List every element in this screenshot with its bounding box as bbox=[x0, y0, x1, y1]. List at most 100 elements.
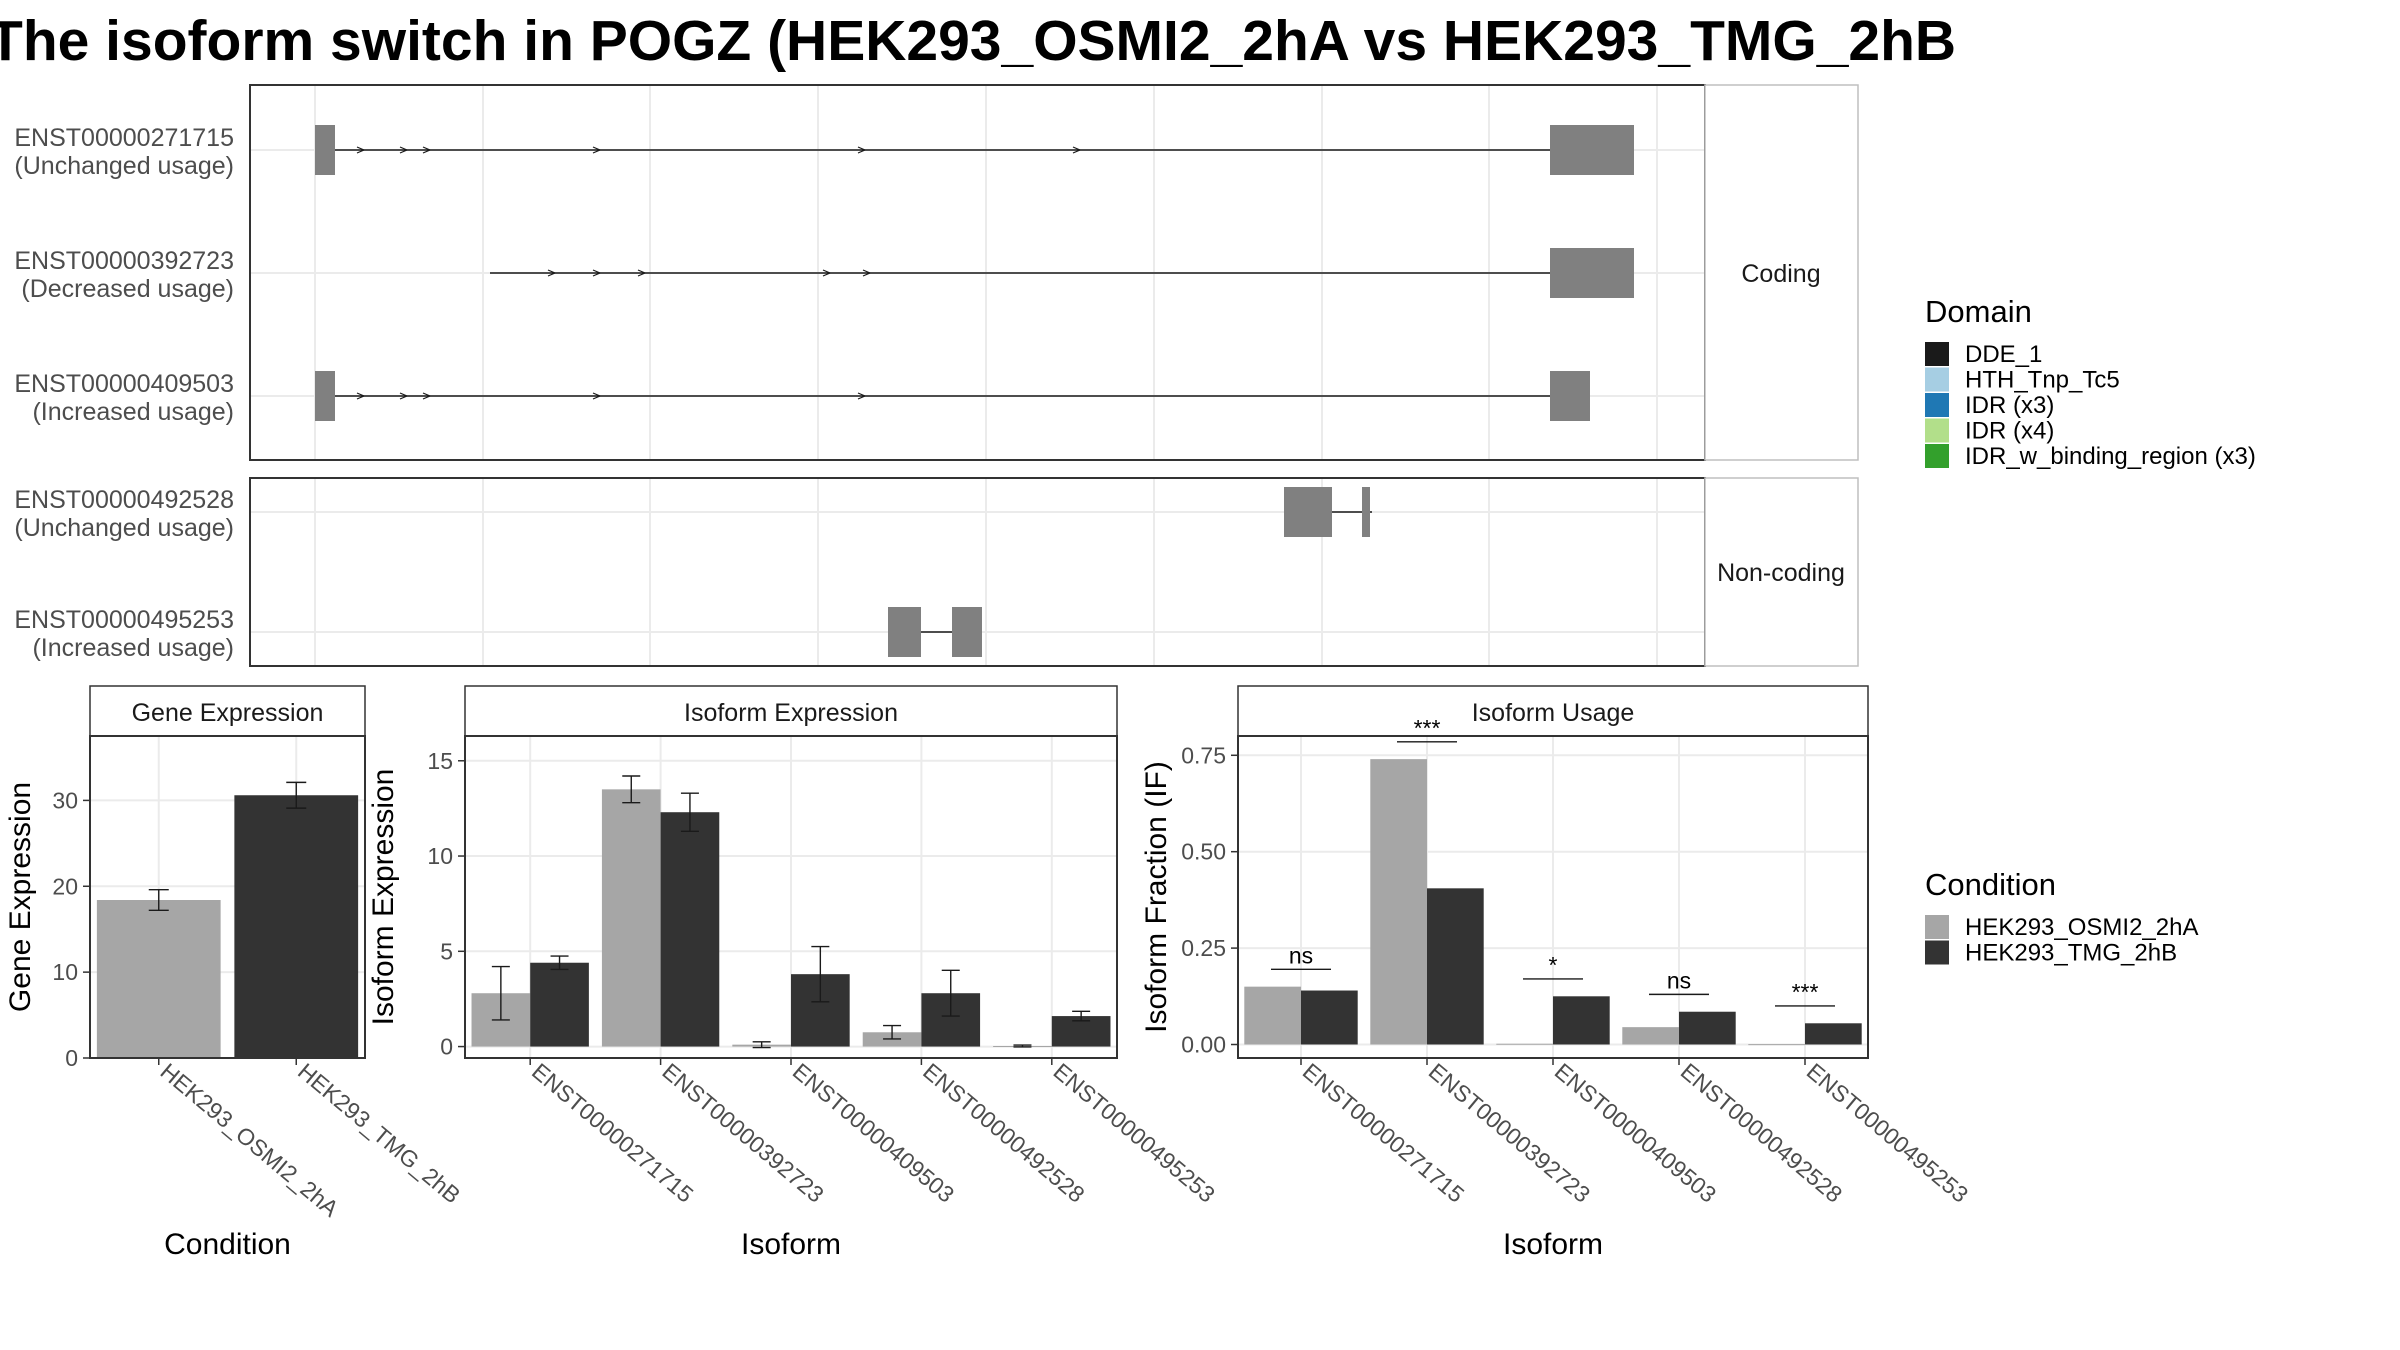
bar bbox=[1805, 1023, 1862, 1045]
condition-legend-swatch bbox=[1925, 915, 1949, 939]
bar bbox=[1748, 1044, 1805, 1046]
y-tick-label: 0 bbox=[65, 1045, 78, 1071]
strand-arrow bbox=[399, 146, 409, 154]
domain-legend-swatch bbox=[1925, 367, 1949, 392]
strand-arrow bbox=[422, 146, 432, 154]
domain-legend-label: DDE_1 bbox=[1965, 341, 2042, 368]
y-tick-label: 5 bbox=[440, 938, 453, 964]
exon bbox=[1550, 371, 1590, 421]
y-tick-label: 0.75 bbox=[1181, 742, 1226, 768]
strand-arrow bbox=[399, 392, 409, 400]
figure-title: The isoform switch in POGZ (HEK293_OSMI2… bbox=[0, 9, 1957, 73]
chart-strip bbox=[89, 685, 366, 737]
chart-title: Gene Expression bbox=[132, 699, 324, 727]
bar bbox=[96, 900, 221, 1058]
bar-chart-1: Isoform Expression051015ENST00000271715E… bbox=[367, 685, 1220, 1261]
bar-chart-0: Gene Expression0102030HEK293_OSMI2_2hAHE… bbox=[4, 685, 465, 1261]
bar bbox=[601, 789, 661, 1047]
noncoding-strip-label: Non-coding bbox=[1717, 559, 1845, 587]
chart-strip bbox=[1237, 685, 1869, 737]
y-tick-label: 0.50 bbox=[1181, 839, 1226, 865]
coding-strip bbox=[1704, 84, 1859, 461]
y-axis-label: Gene Expression bbox=[4, 782, 37, 1012]
strand-arrow bbox=[356, 146, 366, 154]
transcript-usage-label: (Increased usage) bbox=[32, 398, 234, 426]
y-axis-label: Isoform Fraction (IF) bbox=[1140, 761, 1173, 1033]
transcript-usage-label: (Unchanged usage) bbox=[14, 152, 234, 180]
condition-legend-title: Condition bbox=[1925, 867, 2056, 902]
exon bbox=[315, 125, 335, 175]
domain-legend-label: IDR_w_binding_region (x3) bbox=[1965, 443, 2256, 470]
y-tick-label: 0.25 bbox=[1181, 935, 1226, 961]
bar bbox=[530, 962, 589, 1047]
strand-arrow bbox=[857, 146, 867, 154]
transcript-structure-plot: CodingNon-codingENST00000271715(Unchange… bbox=[14, 84, 1859, 667]
transcript-id-label: ENST00000492528 bbox=[14, 486, 234, 514]
bar bbox=[660, 812, 720, 1047]
plot-border bbox=[89, 735, 366, 1059]
strand-arrow bbox=[862, 269, 872, 277]
transcript-id-label: ENST00000409503 bbox=[14, 370, 234, 398]
strand-arrow bbox=[822, 269, 832, 277]
strand-arrow bbox=[547, 269, 557, 277]
domain-legend-swatch bbox=[1925, 342, 1949, 366]
strand-arrow bbox=[356, 392, 366, 400]
x-axis-label: Condition bbox=[164, 1228, 291, 1261]
y-tick-label: 30 bbox=[52, 787, 78, 813]
significance-label: * bbox=[1549, 952, 1558, 978]
chart-title: Isoform Expression bbox=[684, 699, 898, 727]
domain-legend-swatch bbox=[1925, 393, 1949, 417]
domain-legend-label: IDR (x4) bbox=[1965, 418, 2054, 445]
y-tick-label: 10 bbox=[427, 843, 453, 869]
domain-legend-title: Domain bbox=[1925, 294, 2032, 329]
chart-title: Isoform Usage bbox=[1472, 699, 1635, 727]
y-tick-label: 0.00 bbox=[1181, 1032, 1226, 1058]
y-tick-label: 10 bbox=[52, 959, 78, 985]
condition-legend-label: HEK293_OSMI2_2hA bbox=[1965, 914, 2198, 941]
bar bbox=[1427, 888, 1484, 1045]
transcript-id-label: ENST00000271715 bbox=[14, 124, 234, 152]
domain-legend-swatch bbox=[1925, 418, 1949, 443]
transcript-id-label: ENST00000495253 bbox=[14, 606, 234, 634]
domain-legend-swatch bbox=[1925, 444, 1949, 468]
condition-legend-label: HEK293_TMG_2hB bbox=[1965, 940, 2177, 967]
bar bbox=[1496, 1043, 1553, 1045]
x-axis-label: Isoform bbox=[1503, 1228, 1603, 1261]
bar bbox=[1622, 1027, 1679, 1045]
transcript-usage-label: (Decreased usage) bbox=[21, 275, 234, 303]
significance-label: *** bbox=[1792, 979, 1819, 1005]
bar bbox=[1244, 986, 1301, 1045]
noncoding-strip bbox=[1704, 477, 1859, 667]
y-tick-label: 20 bbox=[52, 873, 78, 899]
strand-arrow bbox=[592, 146, 602, 154]
strand-arrow bbox=[857, 392, 867, 400]
transcript-usage-label: (Increased usage) bbox=[32, 634, 234, 662]
exon bbox=[952, 607, 982, 657]
strand-arrow bbox=[422, 392, 432, 400]
strand-arrow bbox=[592, 269, 602, 277]
strand-arrow bbox=[637, 269, 647, 277]
y-tick-label: 15 bbox=[427, 748, 453, 774]
chart-strip bbox=[464, 685, 1118, 737]
strand-arrow bbox=[592, 392, 602, 400]
domain-legend-label: IDR (x3) bbox=[1965, 392, 2054, 419]
expression-bar-charts: Gene Expression0102030HEK293_OSMI2_2hAHE… bbox=[4, 685, 1973, 1261]
bar bbox=[1553, 996, 1610, 1045]
transcript-id-label: ENST00000392723 bbox=[14, 247, 234, 275]
bar bbox=[1301, 990, 1358, 1045]
x-axis-label: Isoform bbox=[741, 1228, 841, 1261]
bar bbox=[1370, 759, 1427, 1045]
domain-legend-label: HTH_Tnp_Tc5 bbox=[1965, 367, 2120, 394]
exon bbox=[315, 371, 335, 421]
bar bbox=[234, 795, 359, 1058]
significance-label: ns bbox=[1289, 942, 1313, 968]
y-axis-label: Isoform Expression bbox=[367, 769, 400, 1026]
bar bbox=[1679, 1011, 1736, 1045]
transcript-usage-label: (Unchanged usage) bbox=[14, 514, 234, 542]
exon bbox=[1550, 248, 1634, 298]
strand-arrow bbox=[1072, 146, 1082, 154]
significance-label: ns bbox=[1667, 967, 1691, 993]
